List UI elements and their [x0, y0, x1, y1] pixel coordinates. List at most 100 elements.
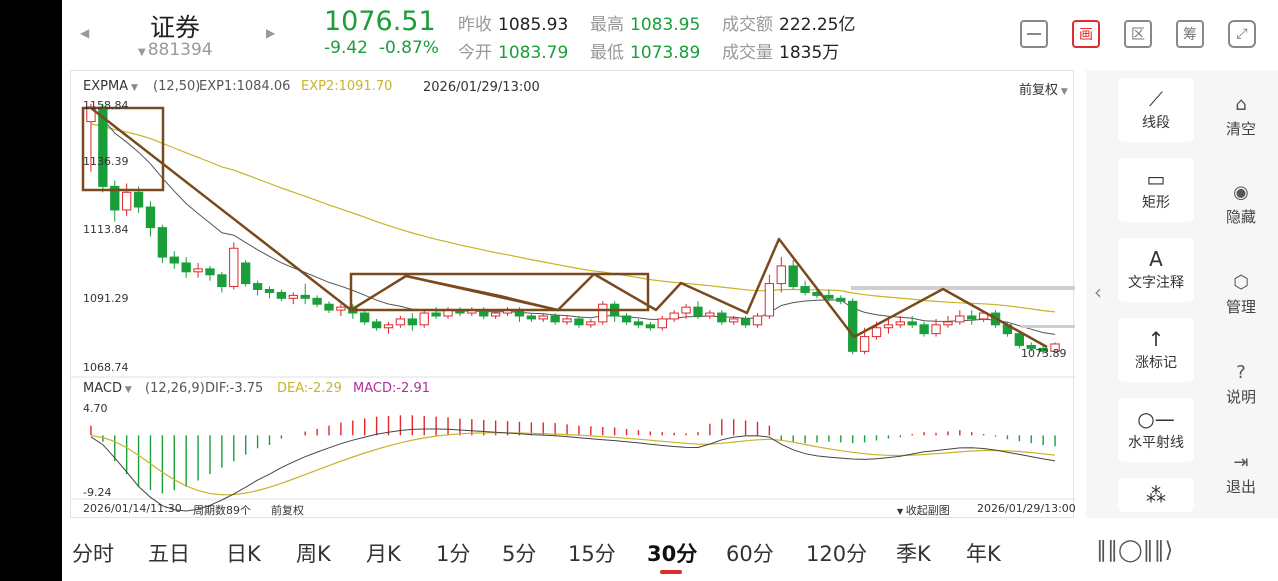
- more-periods-button[interactable]: ∥∥◯∥∥⟩: [1096, 538, 1174, 563]
- candle-body: [967, 315, 977, 320]
- quote-header: ◀ ▶ 证券 ▼ 881394 1076.51 -9.42 -0.87% 昨收 10…: [62, 0, 1278, 68]
- candle-body: [955, 315, 965, 323]
- clear-button[interactable]: ⌂ 清空: [1216, 92, 1266, 139]
- tab-weekly[interactable]: 周K: [296, 542, 331, 566]
- candle-body: [169, 256, 179, 264]
- tab-yearly[interactable]: 年K: [966, 542, 1001, 566]
- y-label-4: 1091.29: [83, 292, 129, 305]
- macd-top-label: 4.70: [83, 402, 108, 415]
- candle-body: [217, 274, 227, 288]
- line-segment-tool[interactable]: ⟋ 线段: [1118, 78, 1194, 142]
- drawing-tools-panel: ‹ ⟋ 线段 ▭ 矩形 A 文字注释 ↑ 涨标记 ○— 水平射线 ⁂ ⌂ 清空 ◉ 隐藏 ⬡ 管…: [1086, 70, 1278, 518]
- candle-body: [157, 227, 168, 258]
- candle-body: [740, 318, 751, 326]
- minus-icon[interactable]: [1020, 20, 1048, 48]
- main-indicator-selector[interactable]: EXPMA ▼: [83, 79, 138, 94]
- candle-body: [633, 321, 644, 326]
- rise-mark-tool[interactable]: ↑ 涨标记: [1118, 318, 1194, 382]
- dif-line: [90, 428, 1056, 512]
- exp2-value: EXP2:1091.70: [301, 79, 393, 94]
- tab-30min[interactable]: 30分: [647, 542, 698, 566]
- candle-body: [752, 315, 763, 326]
- tab-15min[interactable]: 15分: [568, 542, 616, 566]
- candle-body: [848, 300, 858, 352]
- tab-quarterly[interactable]: 季K: [896, 542, 931, 566]
- tab-daily[interactable]: 日K: [226, 542, 261, 566]
- tab-60min[interactable]: 60分: [726, 542, 774, 566]
- candle-body: [276, 291, 287, 299]
- quote-turnover: 成交额 222.25亿: [722, 15, 856, 35]
- active-tab-indicator: [660, 570, 682, 574]
- y-label-top: 1158.84: [83, 99, 129, 112]
- candle-body: [836, 297, 846, 302]
- candle-body: [681, 306, 691, 314]
- candle-body: [181, 262, 191, 273]
- line-segment-icon: ⟋: [1149, 87, 1163, 111]
- period-count: 周期数89个: [193, 504, 251, 517]
- chart-canvas[interactable]: [71, 71, 1075, 519]
- kline-chart[interactable]: EXPMA ▼ (12,50) EXP1:1084.06 EXP2:1091.7…: [70, 70, 1076, 519]
- drawn-trend-lines: [90, 107, 1048, 349]
- help-button[interactable]: ? 说明: [1216, 360, 1266, 407]
- collapse-sub-chart-button[interactable]: ▼ 收起副图: [897, 504, 950, 517]
- sub-indicator-selector[interactable]: MACD ▼: [83, 381, 132, 396]
- tab-1min[interactable]: 1分: [436, 542, 471, 566]
- stock-code-dropdown[interactable]: ▼ 881394: [138, 40, 213, 60]
- candle-body: [657, 318, 667, 329]
- candle-body: [407, 318, 417, 326]
- landscape-icon[interactable]: ⤢: [1228, 20, 1256, 48]
- y-label-2: 1136.39: [83, 155, 129, 168]
- candle-body: [943, 321, 953, 326]
- more-tools[interactable]: ⁂: [1118, 478, 1194, 512]
- prev-stock-arrow-icon[interactable]: ◀: [80, 26, 90, 40]
- tab-120min[interactable]: 120分: [806, 542, 868, 566]
- drawn-rectangle-2: [349, 272, 650, 312]
- manage-button[interactable]: ⬡ 管理: [1216, 270, 1266, 317]
- quote-low: 最低 1073.89: [590, 43, 701, 63]
- candle-body: [550, 315, 560, 323]
- candle-body: [395, 318, 406, 326]
- candle-body: [431, 312, 441, 317]
- drawn-rectangle-1: [81, 106, 165, 192]
- horizontal-ray-tool[interactable]: ○— 水平射线: [1118, 398, 1194, 462]
- candle-body: [705, 312, 715, 317]
- tab-5min[interactable]: 5分: [502, 542, 537, 566]
- text-note-tool[interactable]: A 文字注释: [1118, 238, 1194, 302]
- candle-body: [526, 315, 537, 320]
- adjust-selector[interactable]: 前复权 ▼: [1019, 83, 1068, 98]
- candle-body: [264, 288, 275, 293]
- exit-button[interactable]: ⇥ 退出: [1216, 450, 1266, 497]
- range-icon[interactable]: 区: [1124, 20, 1152, 48]
- rectangle-icon: ▭: [1146, 167, 1166, 191]
- candle-body: [776, 265, 786, 285]
- settings-icon: ⬡: [1233, 272, 1249, 293]
- quote-volume: 成交量 1835万: [722, 43, 840, 63]
- rectangle-tool[interactable]: ▭ 矩形: [1118, 158, 1194, 222]
- y-label-bottom: 1068.74: [83, 361, 129, 374]
- hide-button[interactable]: ◉ 隐藏: [1216, 180, 1266, 227]
- candle-body: [1050, 343, 1060, 352]
- tab-intraday[interactable]: 分时: [72, 542, 114, 566]
- collapse-panel-arrow-icon[interactable]: ‹: [1094, 280, 1102, 304]
- dea-line: [90, 432, 1056, 496]
- stock-name: 证券: [150, 13, 201, 42]
- resistance-band: [851, 286, 1075, 290]
- horizontal-ray-icon: ○—: [1137, 407, 1175, 431]
- candle-body: [729, 318, 739, 323]
- tab-monthly[interactable]: 月K: [366, 542, 401, 566]
- filter-icon[interactable]: 筹: [1176, 20, 1204, 48]
- next-stock-arrow-icon[interactable]: ▶: [266, 26, 276, 40]
- candle-body: [764, 283, 775, 317]
- last-price: 1076.51: [324, 6, 436, 37]
- tab-five-day[interactable]: 五日: [148, 542, 190, 566]
- chart-timestamp: 2026/01/29/13:00: [423, 80, 540, 95]
- macd-bottom-label: -9.24: [83, 486, 112, 499]
- app-window: ◀ ▶ 证券 ▼ 881394 1076.51 -9.42 -0.87% 昨收 10…: [62, 0, 1278, 581]
- quote-open: 今开 1083.79: [458, 43, 569, 63]
- candle-body: [110, 185, 120, 211]
- macd-params: (12,26,9): [145, 381, 205, 396]
- draw-mode-icon[interactable]: 画: [1072, 20, 1100, 48]
- candle-body: [336, 306, 346, 311]
- candle-body: [907, 321, 917, 326]
- candle-body: [621, 315, 632, 323]
